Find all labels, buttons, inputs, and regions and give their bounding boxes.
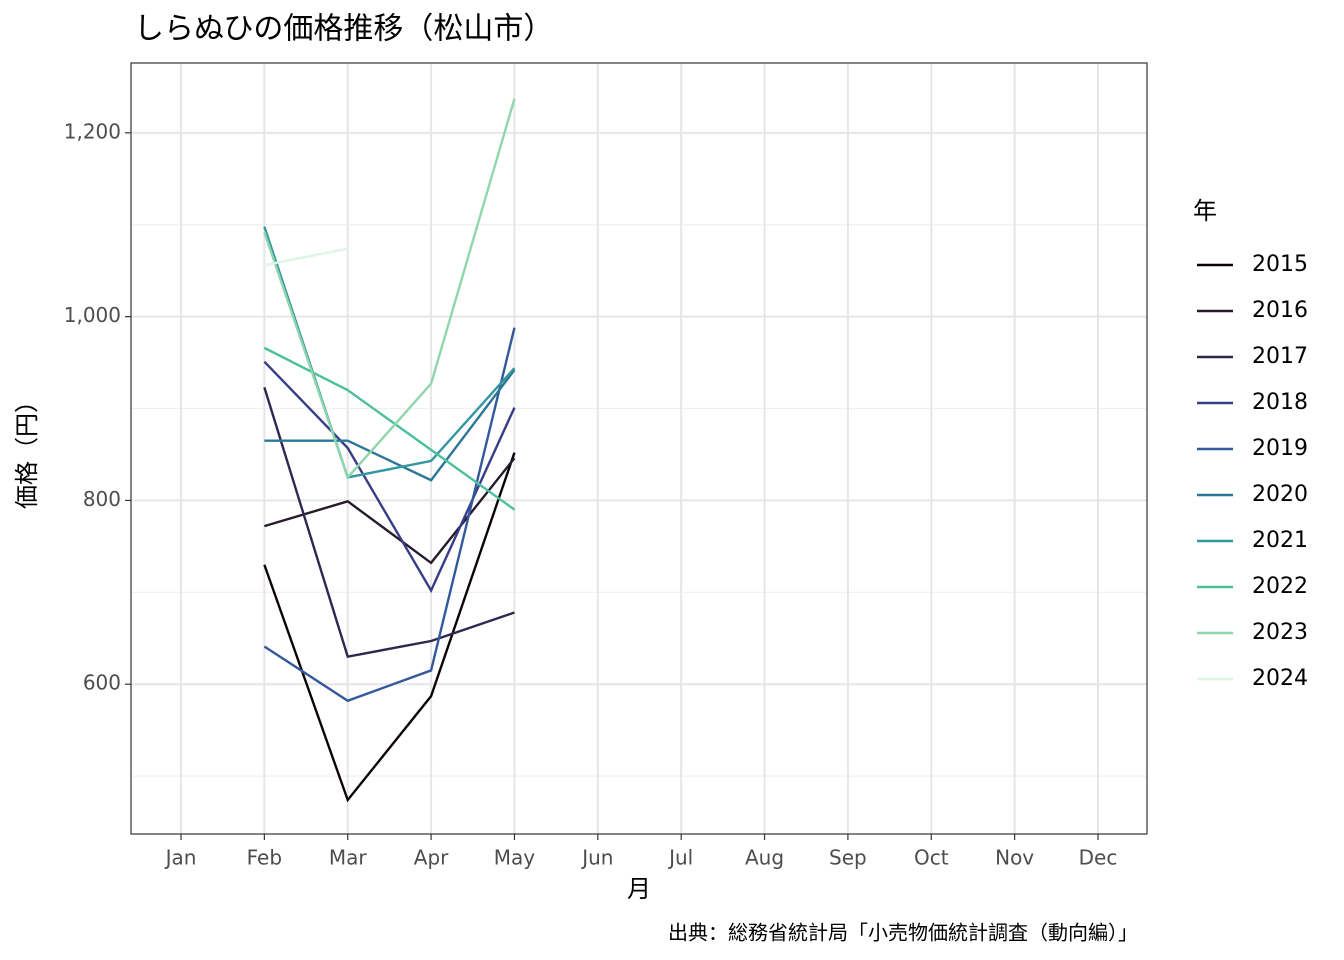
legend-label: 2020 xyxy=(1252,482,1308,507)
x-tick-label: Feb xyxy=(247,846,282,870)
x-tick-label: Sep xyxy=(829,846,867,870)
y-tick-label: 1,200 xyxy=(64,119,121,143)
series-line xyxy=(264,369,516,482)
x-tick-label: May xyxy=(494,846,536,870)
legend-label: 2019 xyxy=(1252,436,1308,461)
legend-label: 2022 xyxy=(1252,574,1308,599)
x-tick-label: Jun xyxy=(580,846,613,870)
y-axis-title: 価格（円） xyxy=(13,389,41,509)
series-line xyxy=(264,457,516,565)
series-line xyxy=(263,387,515,659)
x-tick-label: Apr xyxy=(414,846,449,870)
y-tick-label: 1,000 xyxy=(64,303,121,327)
x-tick-label: Aug xyxy=(745,846,784,870)
x-tick-label: Dec xyxy=(1079,846,1118,870)
series-line xyxy=(263,346,516,511)
caption: 出典：総務省統計局「小売物価統計調査（動向編）」 xyxy=(668,921,1138,945)
series-line xyxy=(263,98,516,480)
series-line xyxy=(263,327,516,703)
x-axis-title: 月 xyxy=(627,875,651,903)
x-tick-label: Mar xyxy=(329,846,368,870)
legend-label: 2016 xyxy=(1252,298,1308,323)
x-tick-label: Jan xyxy=(164,846,197,870)
legend-label: 2024 xyxy=(1252,666,1308,691)
legend-label: 2018 xyxy=(1252,390,1308,415)
legend-label: 2023 xyxy=(1252,620,1308,645)
y-tick-label: 600 xyxy=(83,671,121,695)
series-line xyxy=(263,452,516,803)
legend-title: 年 xyxy=(1193,197,1217,225)
x-tick-label: Jul xyxy=(667,846,693,870)
y-tick-label: 800 xyxy=(83,487,121,511)
legend-label: 2015 xyxy=(1252,252,1308,277)
panel-border xyxy=(130,62,1148,835)
legend-label: 2021 xyxy=(1252,528,1308,553)
x-tick-label: Nov xyxy=(995,846,1034,870)
x-tick-label: Oct xyxy=(914,846,949,870)
legend-label: 2017 xyxy=(1252,344,1308,369)
chart-title: しらぬひの価格推移（松山市） xyxy=(134,12,553,47)
series-line xyxy=(264,247,348,267)
